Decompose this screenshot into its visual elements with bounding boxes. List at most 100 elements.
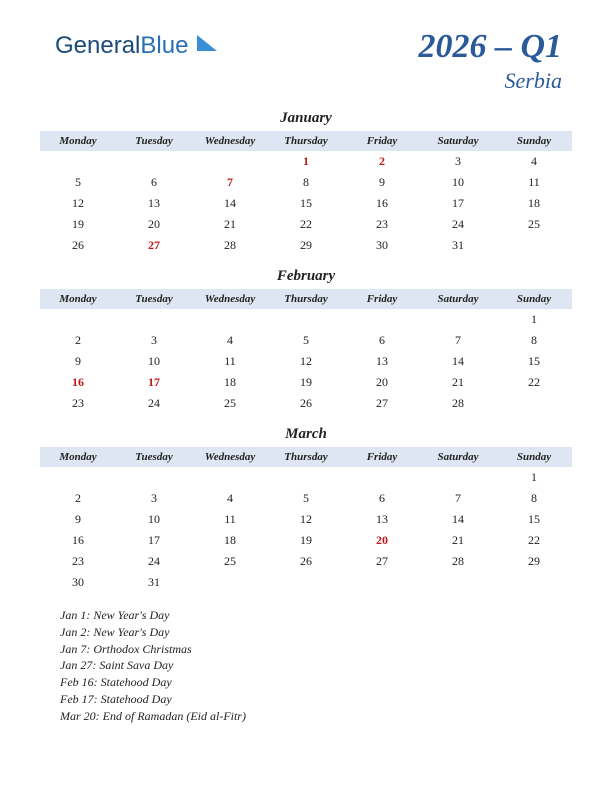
day-header: Wednesday [192,447,268,467]
calendar-cell: 16 [40,372,116,393]
calendar-cell: 5 [268,330,344,351]
day-header: Saturday [420,447,496,467]
calendar-cell [420,467,496,488]
calendar-cell: 8 [496,330,572,351]
calendar-cell: 7 [420,488,496,509]
calendar-cell: 11 [192,509,268,530]
day-header: Sunday [496,289,572,309]
month-title: January [40,110,572,127]
calendar-cell [40,467,116,488]
calendar-cell: 18 [192,530,268,551]
day-header: Friday [344,289,420,309]
calendar-cell: 5 [268,488,344,509]
calendar-cell: 2 [40,488,116,509]
calendar-cell: 24 [116,551,192,572]
calendar-table: MondayTuesdayWednesdayThursdayFridaySatu… [40,447,572,593]
calendar-cell [420,309,496,330]
calendar-row: 1234 [40,151,572,172]
calendar-cell: 28 [420,551,496,572]
calendar-cell: 30 [344,235,420,256]
calendar-cell: 17 [116,530,192,551]
calendar-cell: 16 [344,193,420,214]
calendar-cell [496,393,572,414]
calendar-cell: 22 [268,214,344,235]
calendar-cell: 30 [40,572,116,593]
calendar-cell: 13 [116,193,192,214]
day-header: Thursday [268,289,344,309]
holiday-item: Jan 27: Saint Sava Day [60,657,572,674]
calendar-cell: 10 [420,172,496,193]
calendar-cell: 12 [40,193,116,214]
day-header: Monday [40,131,116,151]
calendar-cell: 23 [40,393,116,414]
calendar-cell [496,235,572,256]
calendar-cell: 11 [192,351,268,372]
day-header: Monday [40,447,116,467]
calendar-cell: 4 [496,151,572,172]
calendar-cell: 27 [344,551,420,572]
calendar-cell: 24 [420,214,496,235]
calendar-cell: 18 [496,193,572,214]
calendar-cell: 17 [116,372,192,393]
calendar-cell: 11 [496,172,572,193]
holiday-item: Jan 1: New Year's Day [60,607,572,624]
calendar-cell: 20 [344,372,420,393]
calendar-row: 9101112131415 [40,509,572,530]
day-header: Tuesday [116,289,192,309]
holiday-item: Feb 17: Statehood Day [60,691,572,708]
calendar-row: 19202122232425 [40,214,572,235]
calendar-cell: 19 [40,214,116,235]
calendar-cell [192,572,268,593]
calendar-row: 2345678 [40,488,572,509]
calendar-cell: 23 [40,551,116,572]
calendar-cell: 16 [40,530,116,551]
header: 2026 – Q1 Serbia [418,28,562,94]
holiday-item: Jan 2: New Year's Day [60,624,572,641]
calendar-cell [116,467,192,488]
calendar-cell: 26 [268,393,344,414]
calendar-container: JanuaryMondayTuesdayWednesdayThursdayFri… [40,110,572,593]
day-header: Saturday [420,289,496,309]
calendar-cell: 1 [268,151,344,172]
calendar-cell: 13 [344,351,420,372]
calendar-cell: 26 [40,235,116,256]
quarter-title: 2026 – Q1 [418,28,562,66]
month-block: FebruaryMondayTuesdayWednesdayThursdayFr… [40,268,572,414]
calendar-cell: 6 [344,330,420,351]
calendar-cell [344,467,420,488]
day-header: Saturday [420,131,496,151]
calendar-table: MondayTuesdayWednesdayThursdayFridaySatu… [40,131,572,256]
calendar-cell: 21 [420,372,496,393]
calendar-cell: 1 [496,309,572,330]
calendar-cell: 9 [40,509,116,530]
calendar-cell: 19 [268,530,344,551]
calendar-row: 1 [40,467,572,488]
calendar-cell: 22 [496,372,572,393]
month-title: February [40,268,572,285]
calendar-row: 567891011 [40,172,572,193]
calendar-cell: 22 [496,530,572,551]
calendar-cell: 26 [268,551,344,572]
day-header: Thursday [268,131,344,151]
calendar-cell: 25 [496,214,572,235]
calendar-cell: 28 [192,235,268,256]
calendar-cell: 12 [268,351,344,372]
calendar-row: 3031 [40,572,572,593]
calendar-cell: 3 [420,151,496,172]
calendar-cell: 8 [496,488,572,509]
calendar-cell: 20 [344,530,420,551]
calendar-cell: 25 [192,551,268,572]
calendar-cell: 6 [344,488,420,509]
calendar-cell: 20 [116,214,192,235]
logo-triangle-icon [197,32,217,60]
holiday-list: Jan 1: New Year's DayJan 2: New Year's D… [40,607,572,725]
calendar-cell: 5 [40,172,116,193]
holiday-item: Mar 20: End of Ramadan (Eid al-Fitr) [60,708,572,725]
calendar-row: 232425262728 [40,393,572,414]
calendar-row: 16171819202122 [40,372,572,393]
logo: GeneralBlue [55,32,217,60]
calendar-cell [192,151,268,172]
calendar-cell: 13 [344,509,420,530]
calendar-row: 16171819202122 [40,530,572,551]
calendar-cell: 29 [268,235,344,256]
